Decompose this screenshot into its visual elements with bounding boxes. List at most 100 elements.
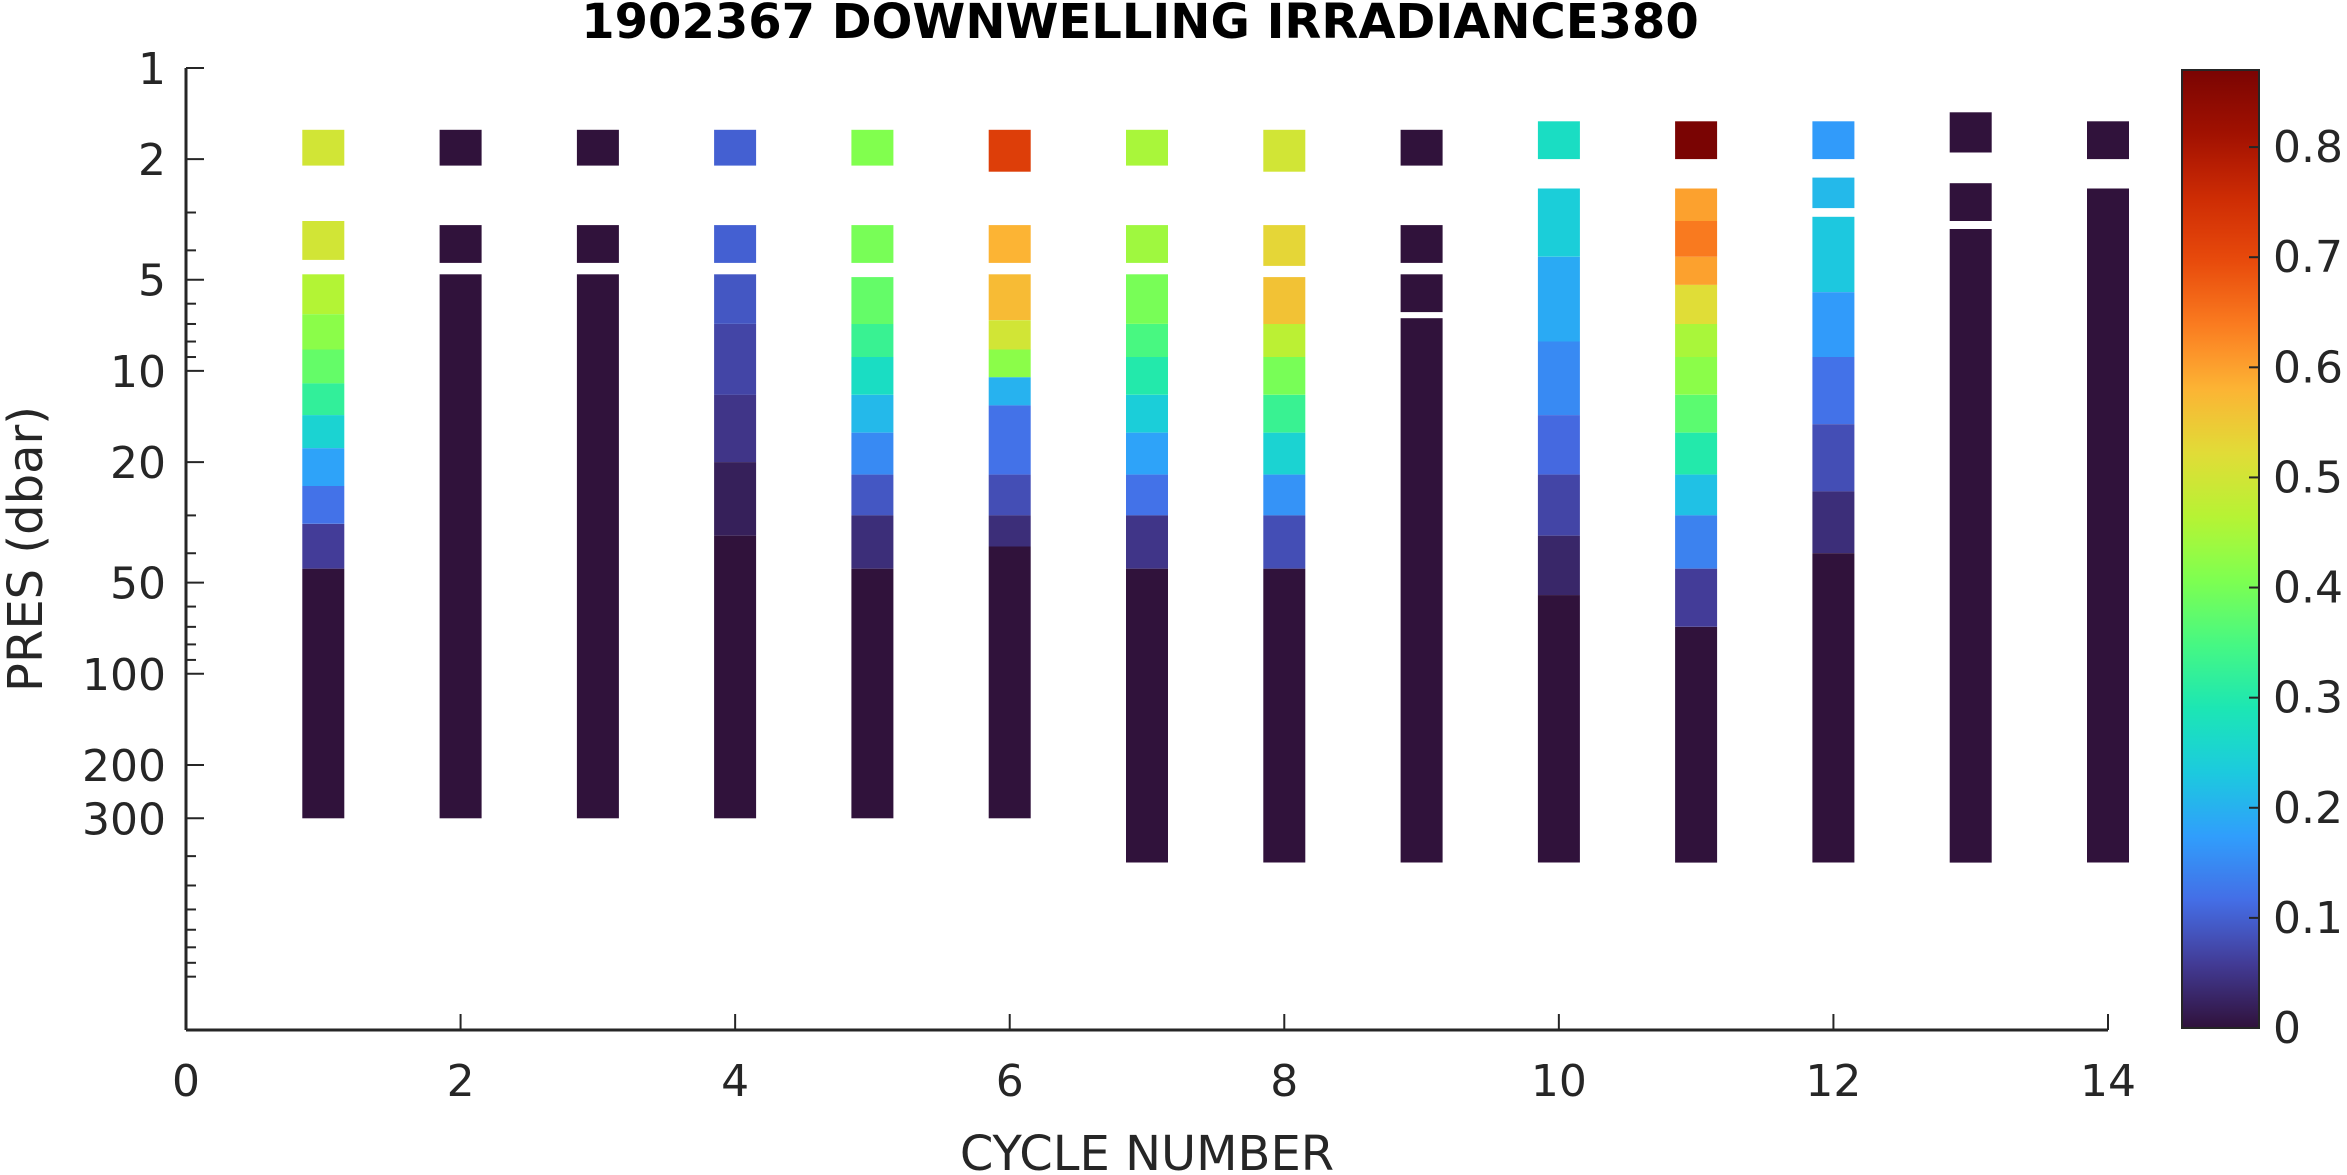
cycle-11-segment-4 bbox=[1675, 256, 1718, 285]
cycle-1-segment-8 bbox=[302, 448, 345, 486]
cycle-11-segment-5 bbox=[1675, 284, 1718, 324]
cycle-1-segment-7 bbox=[302, 415, 345, 449]
colorbar-tick-label: 0.2 bbox=[2273, 783, 2343, 834]
cycle-8-segment-1 bbox=[1263, 129, 1306, 172]
cycle-11-segment-8 bbox=[1675, 394, 1718, 433]
cycle-11-segment-10 bbox=[1675, 474, 1718, 516]
x-tick-label: 12 bbox=[1805, 1056, 1861, 1107]
colorbar-tick-label: 0 bbox=[2273, 1003, 2301, 1054]
cycle-14-segment-2 bbox=[2087, 188, 2129, 863]
cycle-5-segment-1 bbox=[851, 129, 894, 166]
y-tick-label: 20 bbox=[110, 438, 166, 489]
cycle-9-segment-1 bbox=[1400, 129, 1443, 166]
cycle-12-segment-8 bbox=[1812, 553, 1855, 863]
cycle-8-segment-10 bbox=[1263, 568, 1306, 863]
cycle-8-segment-4 bbox=[1263, 324, 1306, 358]
x-ticks: 0 2 4 6 8 10 12 14 bbox=[172, 1014, 2136, 1107]
x-axis-label: CYCLE NUMBER bbox=[960, 1126, 1334, 1175]
cycle-6-segment-9 bbox=[988, 515, 1031, 547]
cycle-11-segment-9 bbox=[1675, 432, 1718, 475]
cycle-10-segment-6 bbox=[1537, 474, 1580, 536]
cycle-9-segment-3 bbox=[1400, 274, 1443, 313]
cycle-5-segment-6 bbox=[851, 394, 894, 433]
cycle-11-segment-7 bbox=[1675, 357, 1718, 395]
cycle-10-segment-2 bbox=[1537, 188, 1580, 257]
cycle-1-segment-4 bbox=[302, 314, 345, 350]
x-tick-label: 8 bbox=[1270, 1056, 1298, 1107]
cycle-1-segment-10 bbox=[302, 523, 345, 569]
cycle-13-segment-2 bbox=[1949, 183, 1992, 221]
chart-title: 1902367 DOWNWELLING IRRADIANCE380 bbox=[581, 0, 1698, 50]
cycle-7-segment-4 bbox=[1126, 324, 1168, 358]
y-tick-label: 300 bbox=[82, 794, 166, 845]
cycle-1-segment-11 bbox=[302, 568, 345, 819]
cycle-1-segment-5 bbox=[302, 349, 345, 384]
cycle-2-segment-1 bbox=[439, 129, 482, 166]
cycle-2-segment-3 bbox=[439, 274, 482, 819]
colorbar-tick-label: 0.8 bbox=[2273, 122, 2343, 173]
y-axis-label: PRES (dbar) bbox=[0, 406, 54, 692]
cycle-6-segment-10 bbox=[988, 546, 1031, 819]
cycle-8-segment-3 bbox=[1263, 277, 1306, 324]
profile-bars bbox=[302, 112, 2129, 863]
x-tick-label: 6 bbox=[996, 1056, 1024, 1107]
cycle-7-segment-2 bbox=[1126, 225, 1168, 263]
cycle-6-segment-8 bbox=[988, 474, 1031, 516]
cycle-6-segment-5 bbox=[988, 349, 1031, 378]
cycle-5-segment-3 bbox=[851, 277, 894, 324]
cycle-5-segment-2 bbox=[851, 225, 894, 263]
cycle-6-segment-3 bbox=[988, 274, 1031, 321]
cycle-9-segment-4 bbox=[1400, 318, 1443, 863]
cycle-11-segment-11 bbox=[1675, 515, 1718, 569]
cycle-8-segment-9 bbox=[1263, 515, 1306, 569]
cycle-12-segment-1 bbox=[1812, 121, 1855, 160]
cycle-11-segment-3 bbox=[1675, 221, 1718, 257]
x-tick-label: 4 bbox=[721, 1056, 749, 1107]
y-tick-label: 50 bbox=[110, 559, 166, 610]
x-tick-label: 0 bbox=[172, 1056, 200, 1107]
cycle-4-segment-3 bbox=[714, 274, 757, 324]
colorbar: 0 0.1 0.2 0.3 0.4 0.5 0.6 0.7 0.8 bbox=[2181, 69, 2343, 1054]
colorbar-tick-label: 0.4 bbox=[2273, 563, 2343, 614]
cycle-4-segment-4 bbox=[714, 324, 757, 395]
cycle-5-segment-4 bbox=[851, 324, 894, 358]
cycle-12-segment-2 bbox=[1812, 177, 1855, 209]
colorbar-tick-label: 0.3 bbox=[2273, 673, 2343, 724]
cycle-4-segment-6 bbox=[714, 462, 757, 536]
x-tick-label: 2 bbox=[447, 1056, 475, 1107]
cycle-5-segment-10 bbox=[851, 568, 894, 819]
x-tick-label: 10 bbox=[1531, 1056, 1587, 1107]
cycle-7-segment-1 bbox=[1126, 129, 1168, 166]
cycle-4-segment-1 bbox=[714, 129, 757, 166]
cycle-12-segment-5 bbox=[1812, 357, 1855, 425]
cycle-12-segment-6 bbox=[1812, 424, 1855, 492]
cycle-13-segment-1 bbox=[1949, 112, 1992, 153]
cycle-7-segment-7 bbox=[1126, 432, 1168, 475]
cycle-4-segment-5 bbox=[714, 394, 757, 463]
cycle-8-segment-8 bbox=[1263, 474, 1306, 516]
cycle-1-segment-9 bbox=[302, 486, 345, 524]
cycle-10-segment-3 bbox=[1537, 256, 1580, 342]
cycle-7-segment-6 bbox=[1126, 394, 1168, 433]
cycle-9-segment-2 bbox=[1400, 225, 1443, 263]
cycle-7-segment-10 bbox=[1126, 568, 1168, 863]
cycle-14-segment-1 bbox=[2087, 121, 2129, 160]
cycle-10-segment-4 bbox=[1537, 341, 1580, 416]
cycle-4-segment-2 bbox=[714, 225, 757, 263]
cycle-8-segment-6 bbox=[1263, 394, 1306, 433]
cycle-12-segment-7 bbox=[1812, 491, 1855, 554]
cycle-3-segment-1 bbox=[576, 129, 619, 166]
y-tick-label: 2 bbox=[138, 135, 166, 186]
cycle-5-segment-5 bbox=[851, 357, 894, 395]
x-tick-label: 14 bbox=[2080, 1056, 2136, 1107]
y-tick-label: 100 bbox=[82, 650, 166, 701]
cycle-1-segment-1 bbox=[302, 129, 345, 166]
cycle-5-segment-7 bbox=[851, 432, 894, 475]
cycle-3-segment-3 bbox=[576, 274, 619, 819]
cycle-10-segment-1 bbox=[1537, 121, 1580, 160]
plot-axes bbox=[184, 68, 2108, 1032]
cycle-10-segment-7 bbox=[1537, 535, 1580, 596]
cycle-13-segment-3 bbox=[1949, 229, 1992, 863]
